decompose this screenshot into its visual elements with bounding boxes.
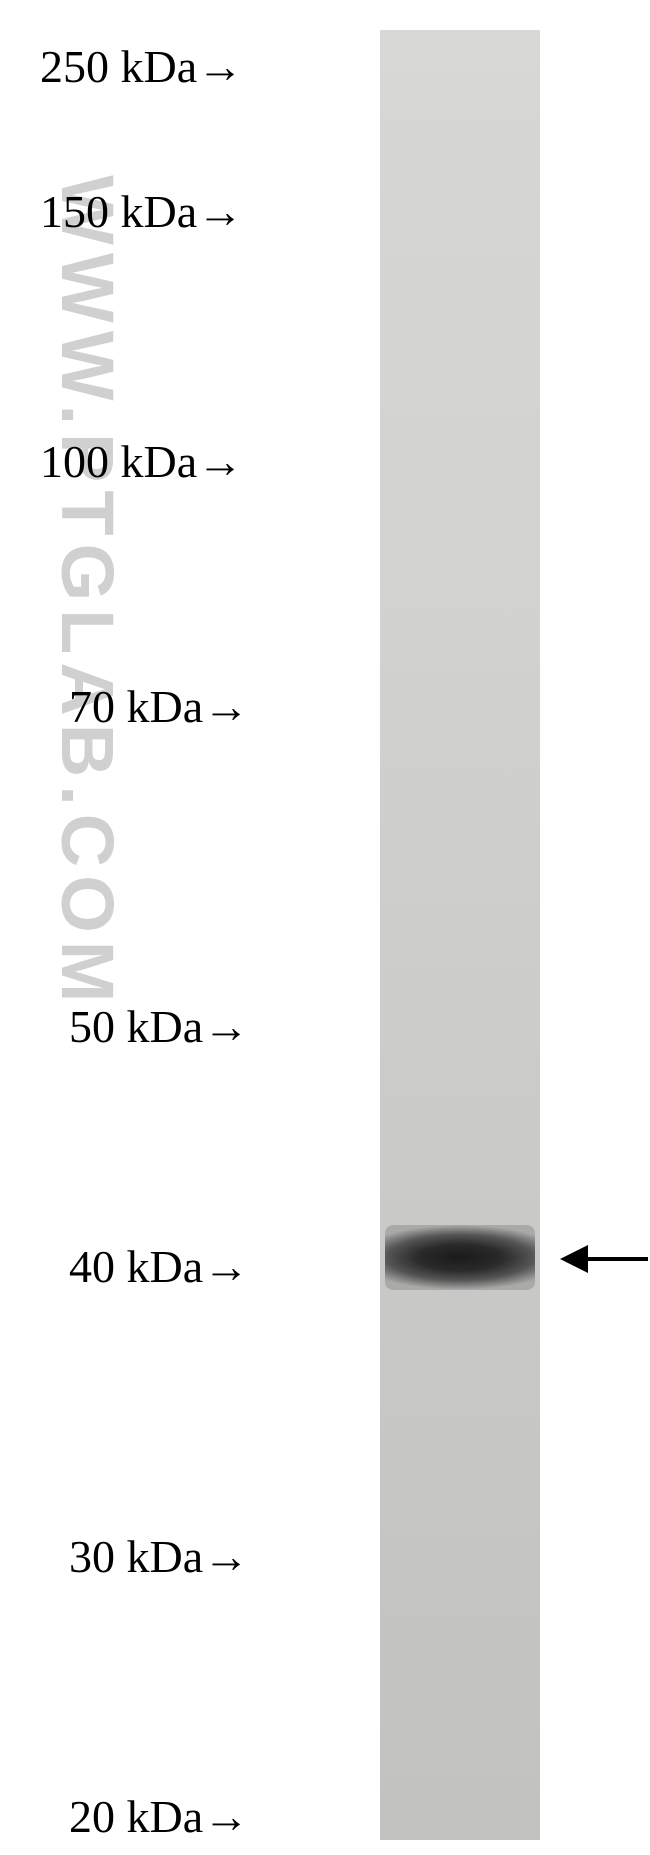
blot-lane [380, 30, 540, 1840]
protein-band [385, 1225, 535, 1290]
marker-70kda: 70 kDa→ [69, 680, 249, 733]
marker-100kda: 100 kDa→ [40, 435, 243, 488]
marker-250kda: 250 kDa→ [40, 40, 243, 93]
arrow-head-icon [560, 1245, 588, 1273]
band-indicator-arrow [560, 1245, 648, 1273]
marker-50kda: 50 kDa→ [69, 1000, 249, 1053]
marker-20kda: 20 kDa→ [69, 1790, 249, 1843]
western-blot-container: WWW.PTGLAB.COM 250 kDa→ 150 kDa→ 100 kDa… [0, 0, 650, 1855]
marker-150kda: 150 kDa→ [40, 185, 243, 238]
arrow-line [588, 1257, 648, 1261]
marker-40kda: 40 kDa→ [69, 1240, 249, 1293]
watermark-text: WWW.PTGLAB.COM [45, 175, 130, 1010]
marker-30kda: 30 kDa→ [69, 1530, 249, 1583]
